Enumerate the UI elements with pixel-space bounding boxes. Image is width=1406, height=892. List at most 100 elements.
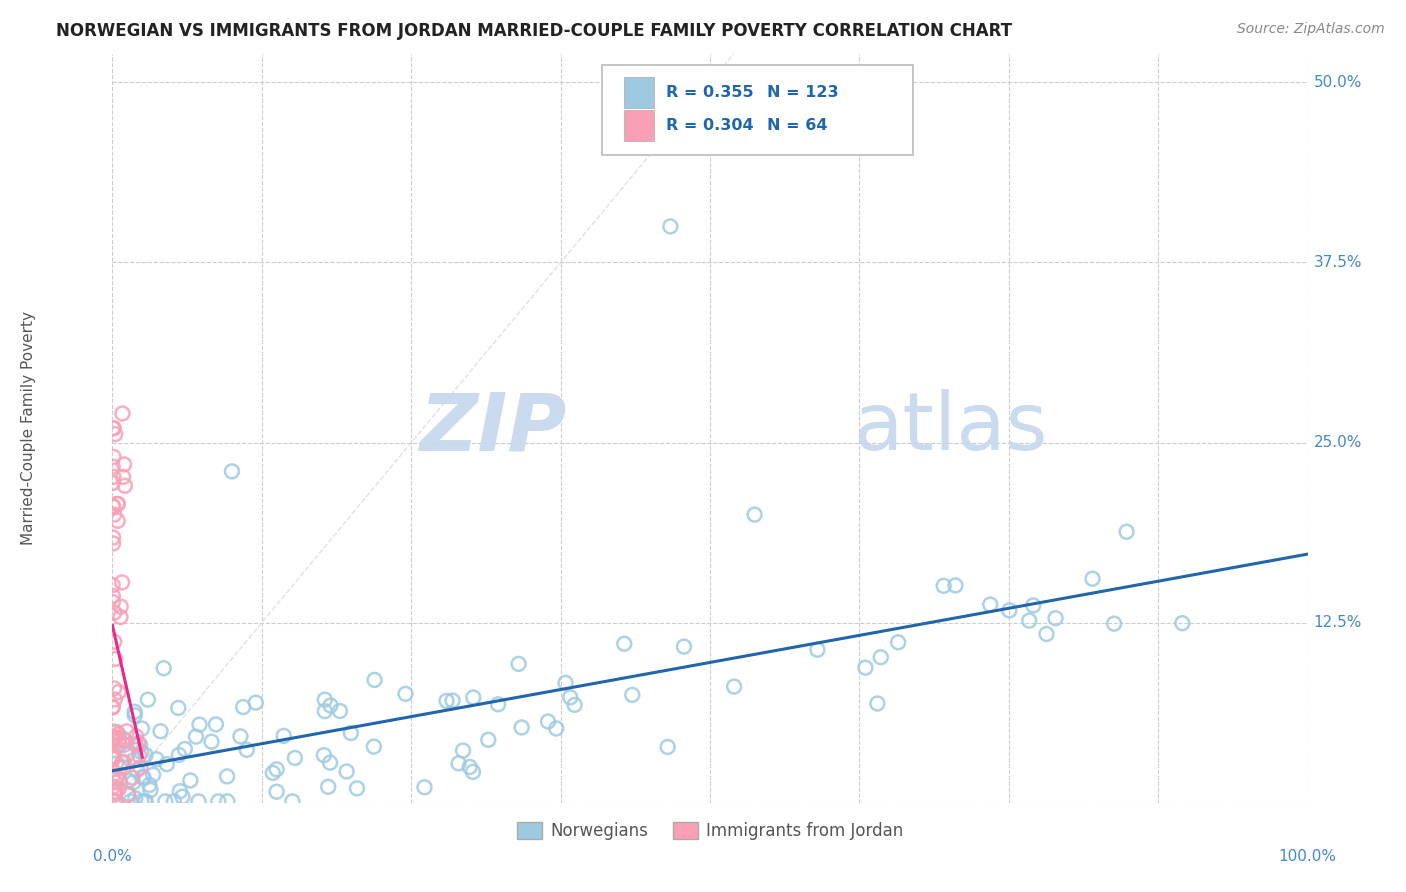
Point — [508, 657, 530, 671]
Point — [103, 794, 125, 808]
Point — [744, 508, 766, 522]
Text: R = 0.355: R = 0.355 — [666, 85, 754, 100]
Text: Married-Couple Family Poverty: Married-Couple Family Poverty — [21, 311, 37, 545]
Point — [111, 575, 134, 590]
Point — [111, 756, 134, 770]
Point — [101, 531, 124, 545]
Point — [131, 722, 153, 736]
Point — [207, 794, 229, 808]
Point — [101, 578, 124, 592]
Text: Source: ZipAtlas.com: Source: ZipAtlas.com — [1237, 22, 1385, 37]
Point — [101, 595, 124, 609]
Point — [169, 784, 191, 798]
Point — [188, 717, 211, 731]
Point — [124, 705, 146, 719]
Point — [101, 700, 124, 714]
Point — [136, 692, 159, 706]
Point — [112, 738, 135, 752]
Point — [613, 637, 636, 651]
Point — [107, 497, 129, 511]
Point — [101, 769, 124, 783]
Text: NORWEGIAN VS IMMIGRANTS FROM JORDAN MARRIED-COUPLE FAMILY POVERTY CORRELATION CH: NORWEGIAN VS IMMIGRANTS FROM JORDAN MARR… — [56, 22, 1012, 40]
Point — [340, 726, 363, 740]
Point — [120, 794, 142, 808]
Point — [1018, 614, 1040, 628]
Point — [187, 794, 209, 808]
Point — [103, 780, 125, 794]
Point — [105, 497, 128, 511]
Point — [114, 734, 136, 748]
Point — [998, 603, 1021, 617]
Point — [1081, 572, 1104, 586]
Point — [103, 470, 125, 484]
Point — [887, 635, 910, 649]
Point — [101, 536, 124, 550]
Point — [1115, 524, 1137, 539]
Point — [108, 781, 131, 796]
Text: N = 123: N = 123 — [768, 85, 839, 100]
Point — [129, 745, 152, 759]
Point — [314, 704, 336, 718]
Point — [723, 680, 745, 694]
Point — [135, 794, 157, 808]
Point — [104, 775, 127, 789]
Point — [461, 764, 484, 779]
Point — [117, 787, 139, 801]
Point — [312, 748, 335, 763]
Point — [105, 756, 128, 771]
Point — [118, 774, 141, 789]
Point — [152, 661, 174, 675]
Point — [115, 724, 138, 739]
Point — [451, 743, 474, 757]
Point — [112, 470, 135, 484]
Point — [142, 768, 165, 782]
Point — [200, 734, 222, 748]
Point — [281, 794, 304, 808]
Point — [108, 734, 131, 748]
Point — [103, 606, 125, 620]
Point — [139, 783, 162, 797]
Text: 12.5%: 12.5% — [1313, 615, 1362, 630]
Point — [124, 791, 146, 805]
Point — [121, 771, 143, 785]
Point — [104, 794, 127, 808]
Point — [447, 756, 470, 771]
Point — [266, 762, 288, 776]
Text: 0.0%: 0.0% — [93, 849, 132, 864]
Point — [235, 743, 257, 757]
Point — [441, 693, 464, 707]
Point — [869, 650, 891, 665]
Point — [245, 696, 267, 710]
Point — [855, 661, 877, 675]
Point — [108, 761, 131, 775]
Point — [111, 407, 134, 421]
Point — [463, 690, 485, 705]
Point — [932, 579, 955, 593]
Point — [101, 733, 124, 747]
Point — [621, 688, 644, 702]
Point — [101, 500, 124, 514]
Point — [205, 717, 228, 731]
Point — [101, 589, 124, 603]
Point — [554, 676, 576, 690]
Point — [394, 687, 416, 701]
Point — [124, 708, 146, 723]
Point — [184, 730, 207, 744]
Point — [101, 500, 124, 514]
Point — [108, 772, 131, 787]
Point — [546, 722, 568, 736]
Point — [112, 755, 135, 769]
Point — [659, 219, 682, 234]
Point — [104, 427, 127, 442]
Point — [105, 724, 128, 739]
Point — [1022, 599, 1045, 613]
Point — [135, 748, 157, 763]
Point — [104, 731, 127, 746]
Point — [131, 794, 153, 808]
Point — [1102, 616, 1125, 631]
Point — [125, 730, 148, 744]
Point — [346, 781, 368, 796]
Point — [110, 610, 132, 624]
Point — [149, 724, 172, 739]
Point — [363, 673, 385, 687]
